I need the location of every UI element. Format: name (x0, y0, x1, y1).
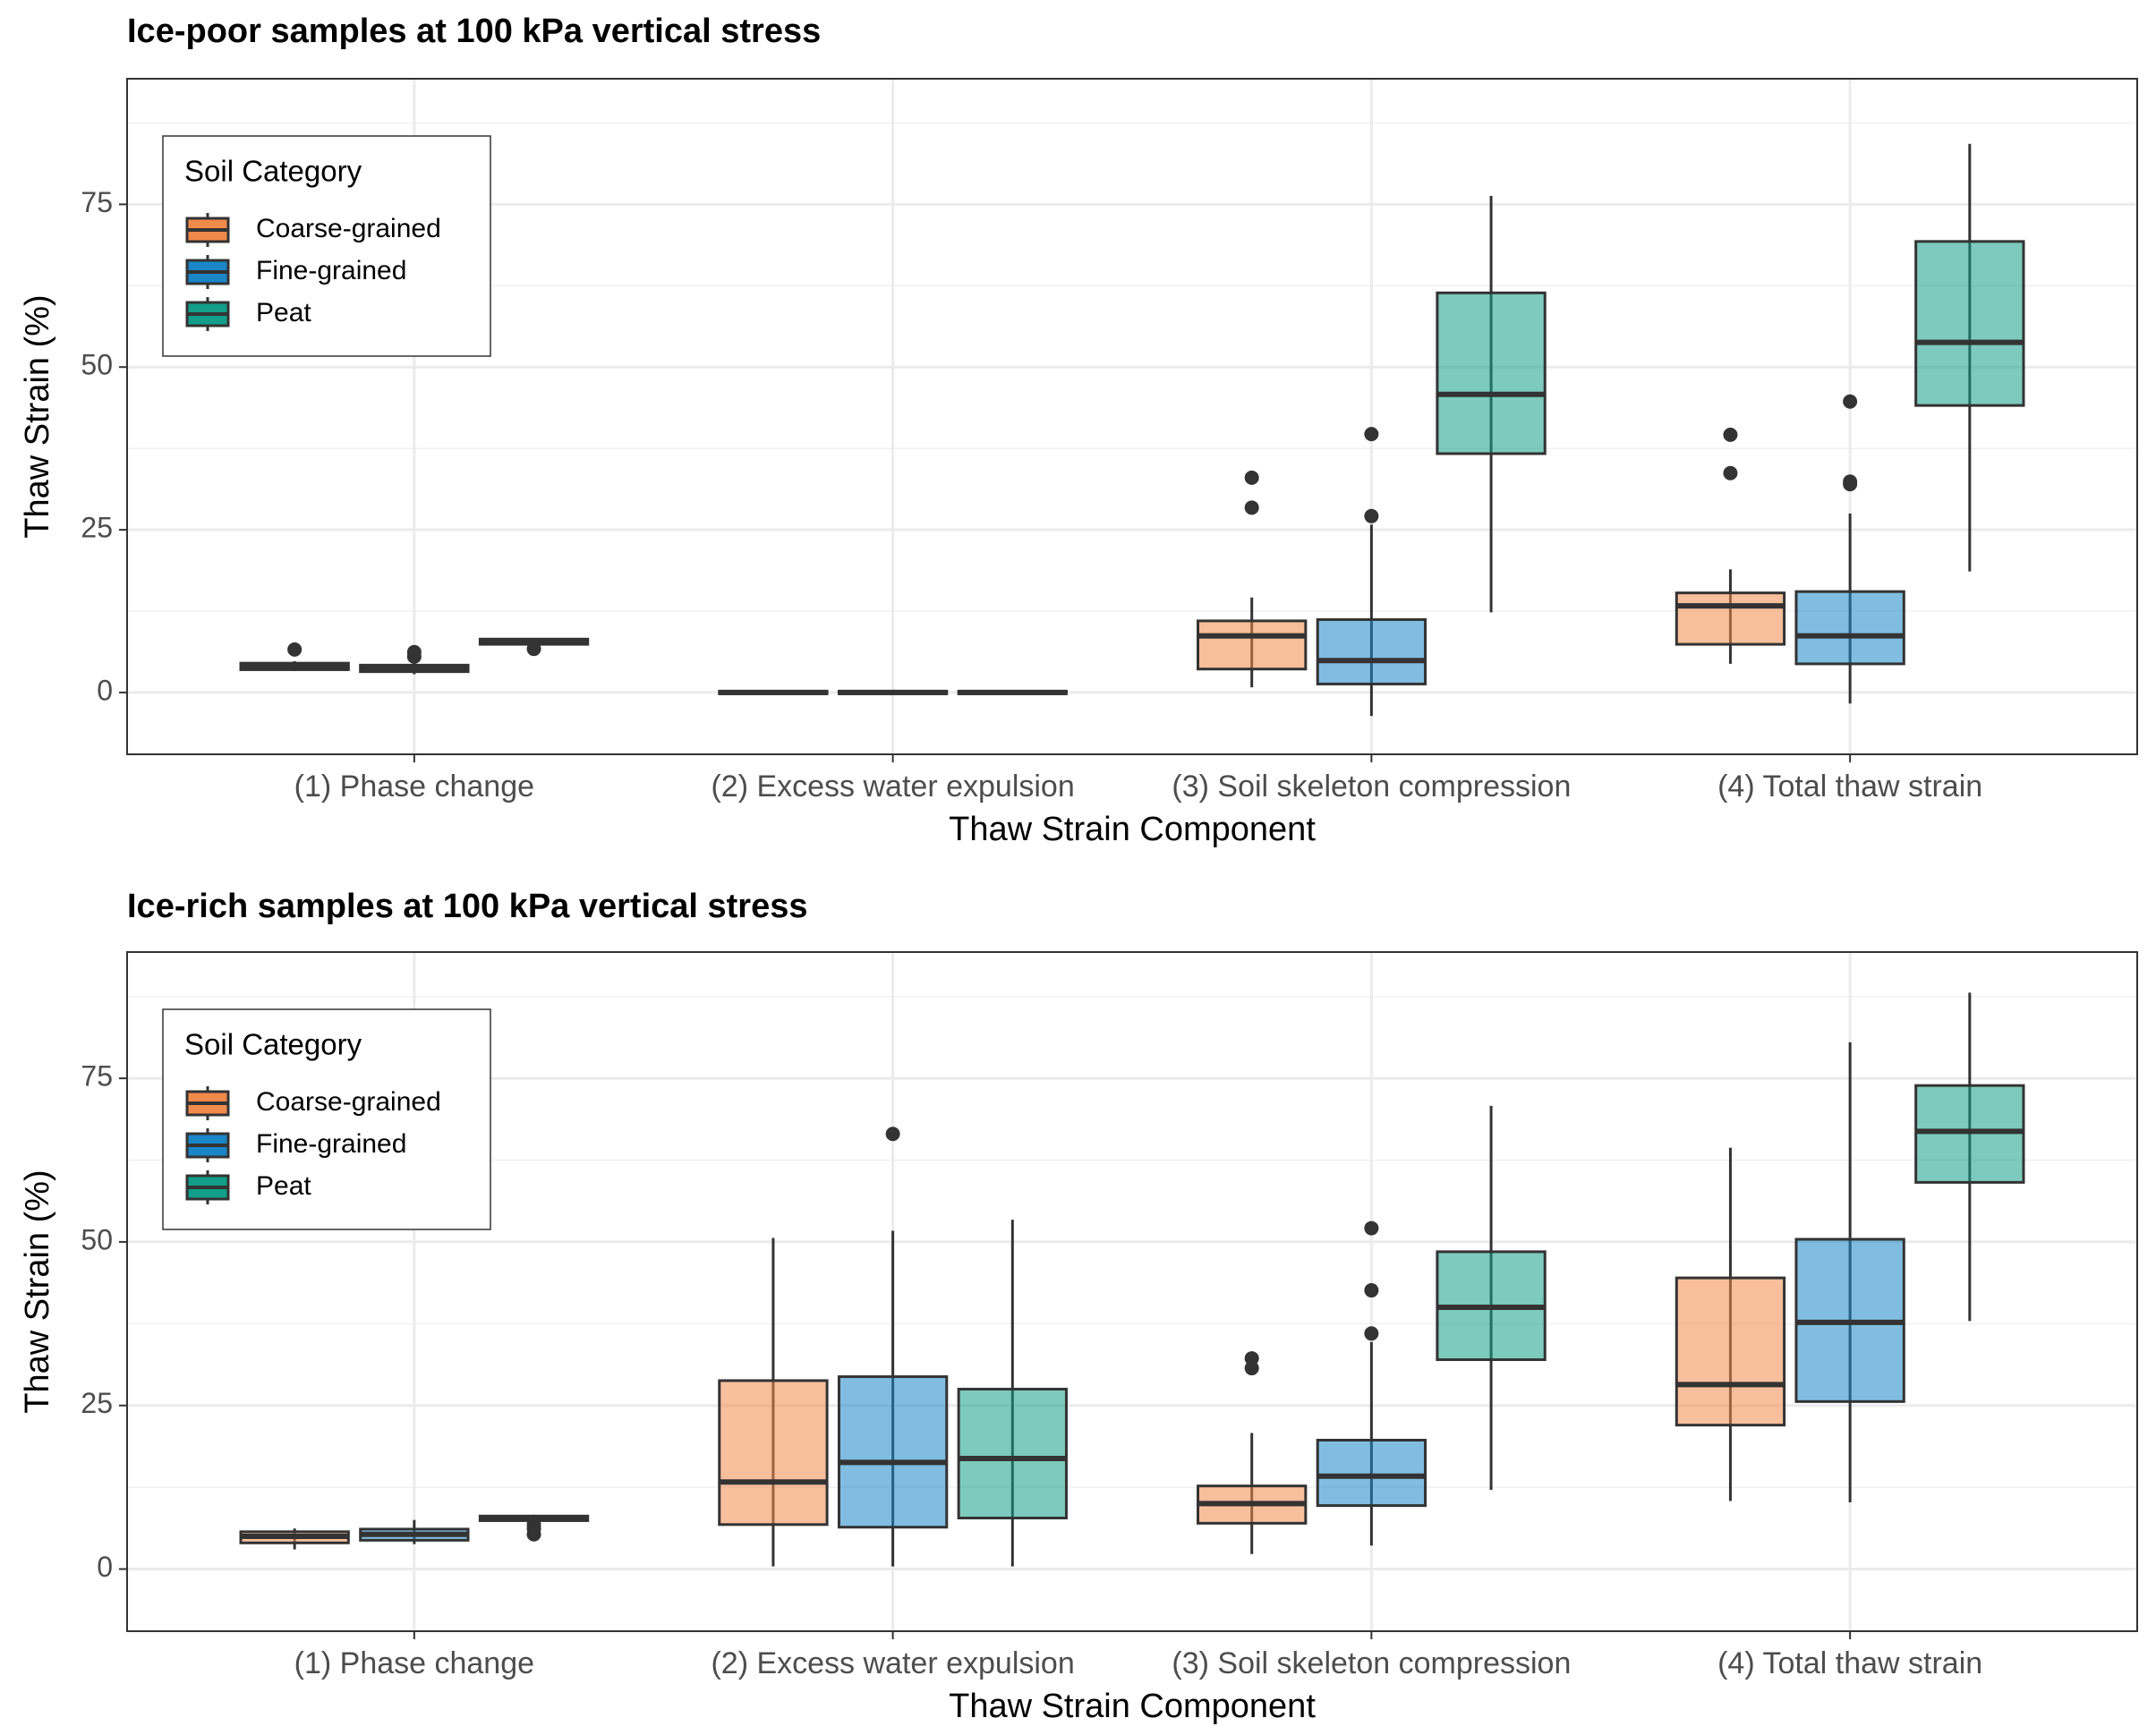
x-tick-label: (3) Soil skeleton compression (1172, 1646, 1571, 1680)
outlier (1723, 465, 1738, 481)
y-tick-label: 75 (81, 186, 113, 218)
outlier (885, 1127, 900, 1142)
y-tick-label: 25 (81, 1387, 113, 1419)
outlier (1364, 1283, 1379, 1298)
chart-title: Ice-rich samples at 100 kPa vertical str… (127, 888, 807, 925)
box (1316, 1438, 1427, 1508)
outlier (1843, 394, 1858, 409)
x-tick-label: (4) Total thaw strain (1717, 1646, 1982, 1680)
legend-label: Peat (256, 1171, 311, 1201)
legend-label: Coarse-grained (256, 214, 441, 243)
x-tick-label: (1) Phase change (294, 770, 534, 804)
y-tick-label: 50 (81, 349, 113, 381)
y-tick-label: 0 (97, 1551, 113, 1583)
y-tick-label: 25 (81, 512, 113, 544)
panel-border (126, 78, 2138, 755)
legend-label: Peat (256, 298, 311, 327)
outlier (287, 642, 303, 657)
outlier (526, 642, 541, 657)
x-tick-label: (1) Phase change (294, 1646, 534, 1680)
y-tick-label: 0 (97, 674, 113, 706)
y-tick-label: 75 (81, 1060, 113, 1093)
outlier (1364, 1326, 1379, 1341)
panel-border (126, 951, 2138, 1632)
box (1794, 590, 1905, 666)
outlier (406, 644, 422, 659)
outlier (1244, 470, 1259, 485)
box (1436, 291, 1547, 455)
box (837, 1375, 949, 1529)
x-axis-title: Thaw Strain Component (949, 1688, 1316, 1725)
x-tick-label: (2) Excess water expulsion (711, 1646, 1074, 1680)
box (957, 1387, 1068, 1520)
outlier (1244, 500, 1259, 515)
x-axis-title: Thaw Strain Component (949, 811, 1316, 848)
outlier (1244, 1361, 1259, 1376)
outlier (1364, 427, 1379, 442)
box (718, 1379, 829, 1527)
box (1316, 617, 1427, 685)
outlier (1364, 1220, 1379, 1236)
outlier (1244, 1351, 1259, 1366)
box (1914, 240, 2025, 407)
chart-title: Ice-poor samples at 100 kPa vertical str… (127, 13, 821, 50)
outlier (1364, 508, 1379, 523)
outlier (526, 1517, 541, 1532)
x-tick-label: (3) Soil skeleton compression (1172, 770, 1571, 804)
legend-title: Soil Category (184, 1028, 362, 1061)
legend-label: Coarse-grained (256, 1087, 441, 1117)
legend-title: Soil Category (184, 155, 362, 188)
legend-label: Fine-grained (256, 256, 406, 285)
box (1675, 1276, 1786, 1427)
y-tick-label: 50 (81, 1223, 113, 1255)
outlier (1723, 427, 1738, 442)
box (1197, 619, 1308, 671)
x-tick-label: (4) Total thaw strain (1717, 770, 1982, 804)
x-tick-label: (2) Excess water expulsion (711, 770, 1074, 804)
y-axis-title: Thaw Strain (%) (19, 1169, 56, 1413)
outlier (1843, 477, 1858, 492)
legend-label: Fine-grained (256, 1129, 406, 1159)
box (1675, 591, 1786, 646)
y-axis-title: Thaw Strain (%) (19, 294, 56, 538)
